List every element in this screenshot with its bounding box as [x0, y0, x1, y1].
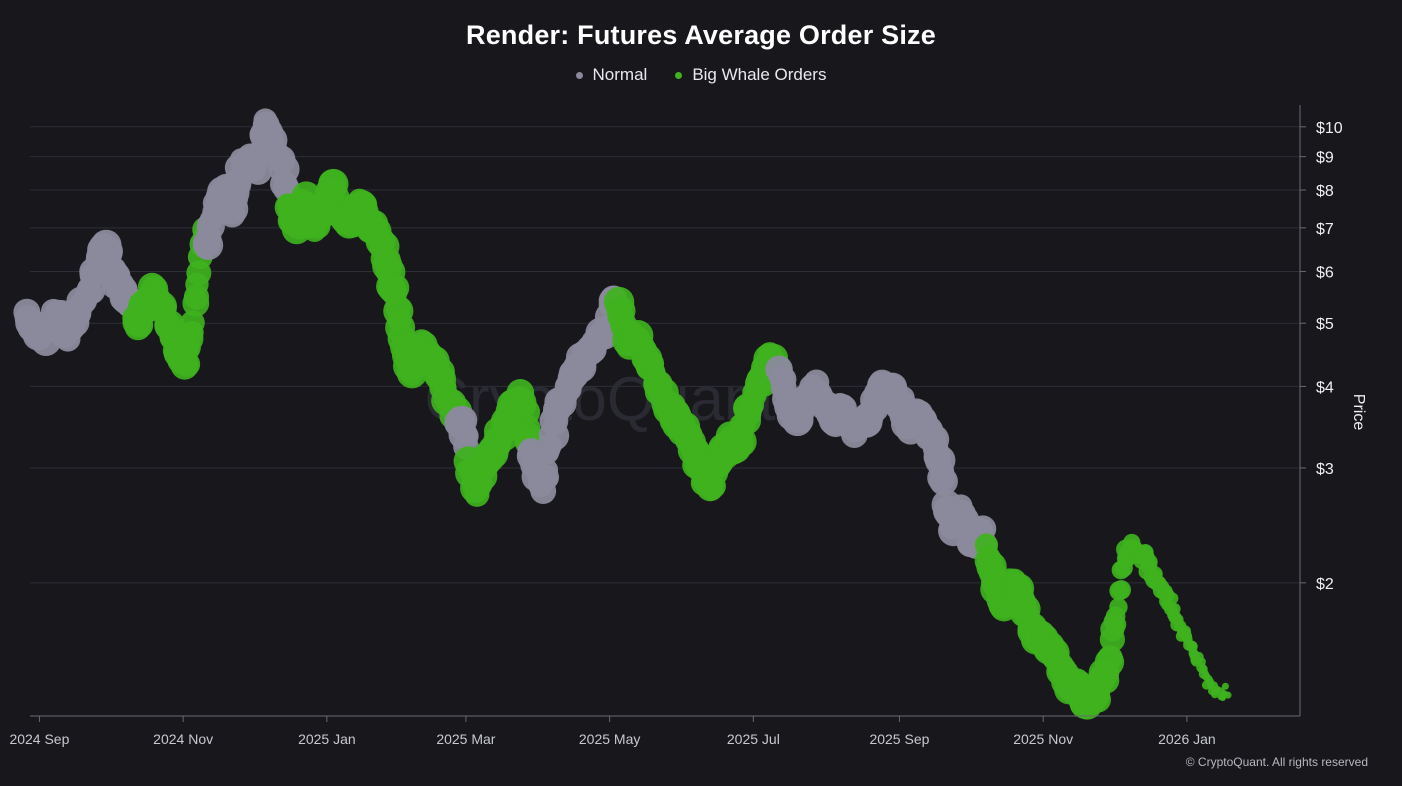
- y-tick-label: $3: [1316, 461, 1334, 478]
- bubble-big-whale: [1221, 682, 1229, 690]
- watermark-text: CryptoQuant: [424, 365, 776, 434]
- bubble-big-whale: [1166, 592, 1179, 605]
- legend-dot-normal-icon: [575, 71, 583, 79]
- bubble-big-whale: [1180, 630, 1193, 642]
- y-tick-label: $5: [1316, 316, 1334, 333]
- y-tick-label: $8: [1316, 183, 1334, 200]
- x-tick-label: 2026 Jan: [1158, 731, 1216, 747]
- x-tick-label: 2025 May: [579, 731, 640, 747]
- bubble-normal: [535, 458, 559, 482]
- y-tick-label: $2: [1316, 576, 1334, 593]
- chart-title: Render: Futures Average Order Size: [466, 20, 936, 50]
- y-axis-title: Price: [1350, 394, 1367, 431]
- y-tick-label: $6: [1316, 265, 1334, 282]
- copyright-text: © CryptoQuant. All rights reserved: [1185, 755, 1368, 769]
- x-tick-label: 2024 Sep: [9, 731, 69, 747]
- bubble-big-whale: [1109, 597, 1128, 617]
- bubble-big-whale: [1111, 580, 1131, 600]
- x-tick-label: 2025 Sep: [869, 731, 929, 747]
- x-tick-label: 2025 Nov: [1013, 731, 1073, 747]
- legend-item-normal[interactable]: Normal: [575, 65, 648, 85]
- legend-label-whale: Big Whale Orders: [692, 65, 827, 84]
- x-tick-label: 2025 Jul: [727, 731, 780, 747]
- legend-item-big-whale-orders[interactable]: Big Whale Orders: [675, 65, 826, 85]
- bubble-big-whale: [1097, 645, 1123, 671]
- bubble-big-whale: [1224, 691, 1232, 699]
- data-points: [13, 108, 1232, 720]
- y-tick-label: $10: [1316, 120, 1343, 137]
- bubble-big-whale: [180, 310, 205, 335]
- y-tick-label: $7: [1316, 221, 1334, 238]
- x-tick-label: 2025 Mar: [436, 731, 495, 747]
- x-tick-label: 2024 Nov: [153, 731, 213, 747]
- axes: $10 $9 $8 $7 $6 $5 $4 $3 $2 2024 Sep 2024 Nov 2025 …: [9, 105, 1343, 747]
- bubble-normal: [929, 466, 958, 496]
- y-tick-label: $9: [1316, 150, 1334, 167]
- legend-label-normal: Normal: [592, 65, 648, 84]
- x-tick-label: 2025 Jan: [298, 731, 356, 747]
- y-tick-label: $4: [1316, 379, 1334, 396]
- legend-dot-whale-icon: [675, 71, 683, 79]
- legend: Normal Big Whale Orders: [0, 65, 1402, 85]
